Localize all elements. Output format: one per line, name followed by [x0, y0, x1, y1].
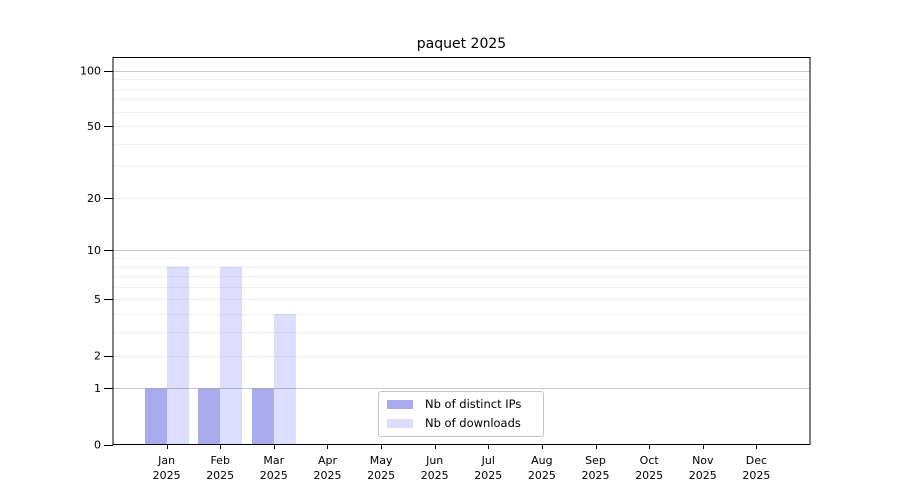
bar-nb-of-downloads-mar	[274, 314, 296, 445]
x-tick-label-month-mar: Mar	[263, 454, 284, 467]
x-tick-label-month-jan: Jan	[157, 454, 175, 467]
legend-item-distinct-ips: Nb of distinct IPs	[387, 395, 535, 414]
x-tick-label-year: 2025	[314, 469, 342, 482]
x-tick-label-year: 2025	[582, 469, 610, 482]
bar-nb-of-distinct-ips-jan	[145, 388, 167, 445]
x-tick-label-month-sep: Sep	[585, 454, 606, 467]
x-tick-label-month-jul: Jul	[481, 454, 495, 467]
y-tick-label: 20	[87, 192, 101, 205]
y-tick-label: 5	[94, 293, 101, 306]
chart-title: paquet 2025	[416, 36, 507, 52]
x-tick-label-month-apr: Apr	[318, 454, 338, 467]
y-tick-label: 2	[94, 349, 101, 362]
x-tick-label-year: 2025	[153, 469, 181, 482]
y-tick-label: 100	[80, 65, 101, 78]
x-tick-label-month-oct: Oct	[640, 454, 660, 467]
x-tick-label-year: 2025	[474, 469, 502, 482]
x-tick-label-year: 2025	[528, 469, 556, 482]
x-tick-label-month-feb: Feb	[210, 454, 229, 467]
bar-nb-of-distinct-ips-mar	[252, 388, 274, 445]
x-tick-label-month-dec: Dec	[746, 454, 767, 467]
x-tick-label-year: 2025	[689, 469, 717, 482]
y-tick-label: 0	[94, 438, 101, 451]
legend: Nb of distinct IPs Nb of downloads	[378, 391, 544, 437]
legend-swatch-downloads	[387, 419, 413, 428]
x-tick-label-month-aug: Aug	[531, 454, 552, 467]
bar-nb-of-downloads-jan	[167, 266, 189, 445]
x-tick-label-year: 2025	[635, 469, 663, 482]
bar-nb-of-distinct-ips-feb	[198, 388, 220, 445]
y-tick-label: 1	[94, 382, 101, 395]
y-tick-label: 10	[87, 244, 101, 257]
x-tick-label-year: 2025	[206, 469, 234, 482]
x-tick-label-year: 2025	[260, 469, 288, 482]
x-tick-label-year: 2025	[367, 469, 395, 482]
y-tick-label: 50	[87, 120, 101, 133]
legend-swatch-distinct-ips	[387, 400, 413, 409]
legend-label-downloads: Nb of downloads	[425, 416, 521, 430]
legend-label-distinct-ips: Nb of distinct IPs	[425, 397, 522, 411]
x-tick-label-month-may: May	[370, 454, 393, 467]
bar-nb-of-downloads-feb	[220, 266, 242, 445]
legend-item-downloads: Nb of downloads	[387, 414, 535, 433]
x-tick-label-year: 2025	[742, 469, 770, 482]
x-tick-label-month-nov: Nov	[692, 454, 714, 467]
x-tick-label-month-jun: Jun	[425, 454, 443, 467]
x-tick-label-year: 2025	[421, 469, 449, 482]
